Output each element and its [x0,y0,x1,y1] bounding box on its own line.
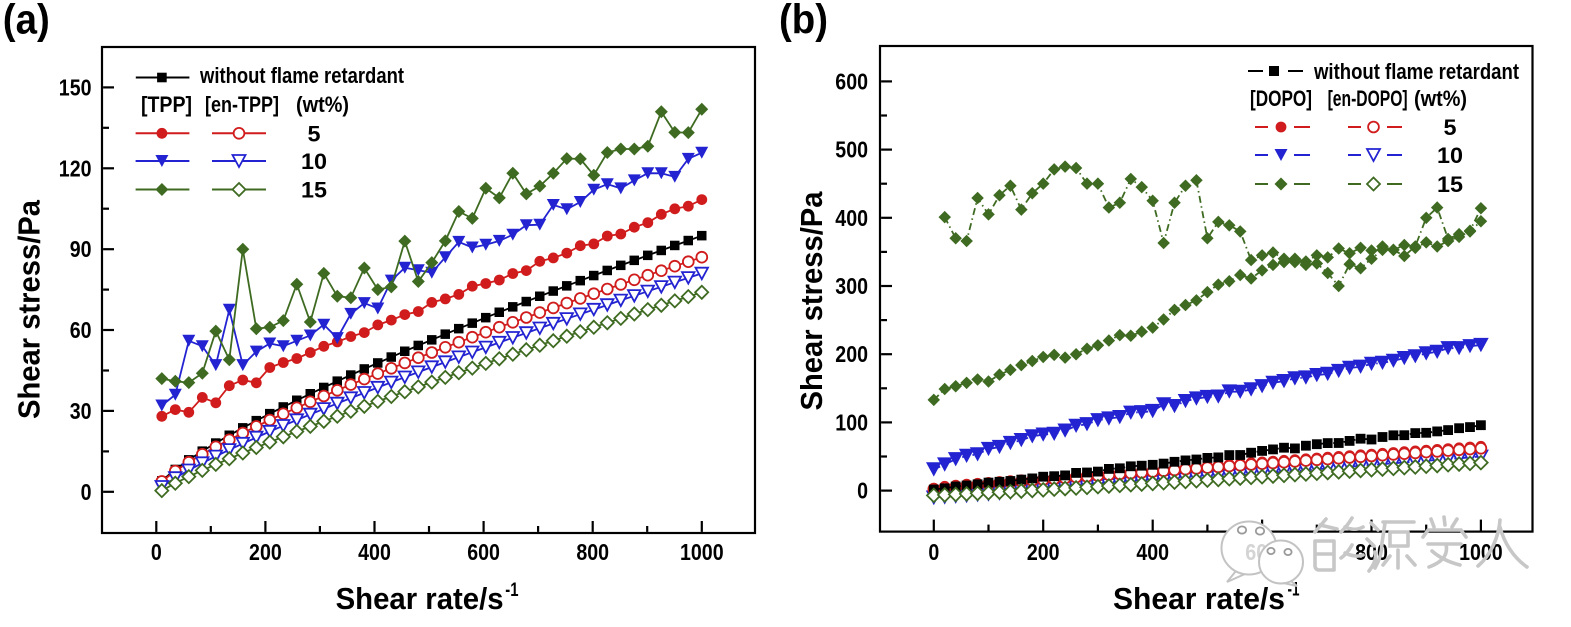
svg-text:(b): (b) [779,0,828,43]
svg-text:30: 30 [70,398,92,424]
svg-text:5: 5 [1444,115,1457,140]
svg-text:Shear rate/s: Shear rate/s [336,581,504,616]
svg-text:-1: -1 [505,579,518,601]
svg-text:90: 90 [70,236,92,262]
svg-text:150: 150 [59,74,92,100]
svg-text:600: 600 [467,539,500,565]
svg-text:10: 10 [301,149,327,174]
svg-text:200: 200 [835,341,868,367]
svg-text:[en-DOPO]: [en-DOPO] [1328,86,1408,111]
svg-text:60: 60 [70,317,92,343]
svg-text:300: 300 [835,273,868,299]
svg-text:Shear stress/Pa: Shear stress/Pa [12,199,47,419]
svg-text:(wt%): (wt%) [296,92,349,117]
svg-text:600: 600 [835,68,868,94]
svg-text:1000: 1000 [680,539,724,565]
svg-text:without flame retardant: without flame retardant [199,63,404,88]
svg-text:5: 5 [308,121,321,146]
svg-text:Shear rate/s: Shear rate/s [1113,581,1285,616]
svg-text:0: 0 [81,479,92,505]
svg-text:400: 400 [358,539,391,565]
svg-text:[TPP]: [TPP] [141,92,192,117]
svg-text:400: 400 [1136,539,1169,565]
svg-text:0: 0 [151,539,162,565]
svg-text:200: 200 [1027,539,1060,565]
svg-text:(wt%): (wt%) [1414,86,1467,111]
svg-text:0: 0 [857,478,868,504]
svg-text:without flame retardant: without flame retardant [1313,59,1519,84]
svg-text:Shear stress/Pa: Shear stress/Pa [794,191,829,411]
svg-text:15: 15 [1437,172,1463,197]
svg-text:(a): (a) [3,0,50,43]
svg-text:500: 500 [835,137,868,163]
svg-text:0: 0 [928,539,939,565]
svg-text:200: 200 [249,539,282,565]
svg-text:120: 120 [59,155,92,181]
svg-text:[en-TPP]: [en-TPP] [205,92,279,117]
svg-text:15: 15 [301,178,327,203]
svg-text:800: 800 [576,539,609,565]
svg-text:100: 100 [835,409,868,435]
svg-text:400: 400 [835,205,868,231]
svg-text:[DOPO]: [DOPO] [1250,86,1312,111]
svg-text:10: 10 [1437,143,1463,168]
